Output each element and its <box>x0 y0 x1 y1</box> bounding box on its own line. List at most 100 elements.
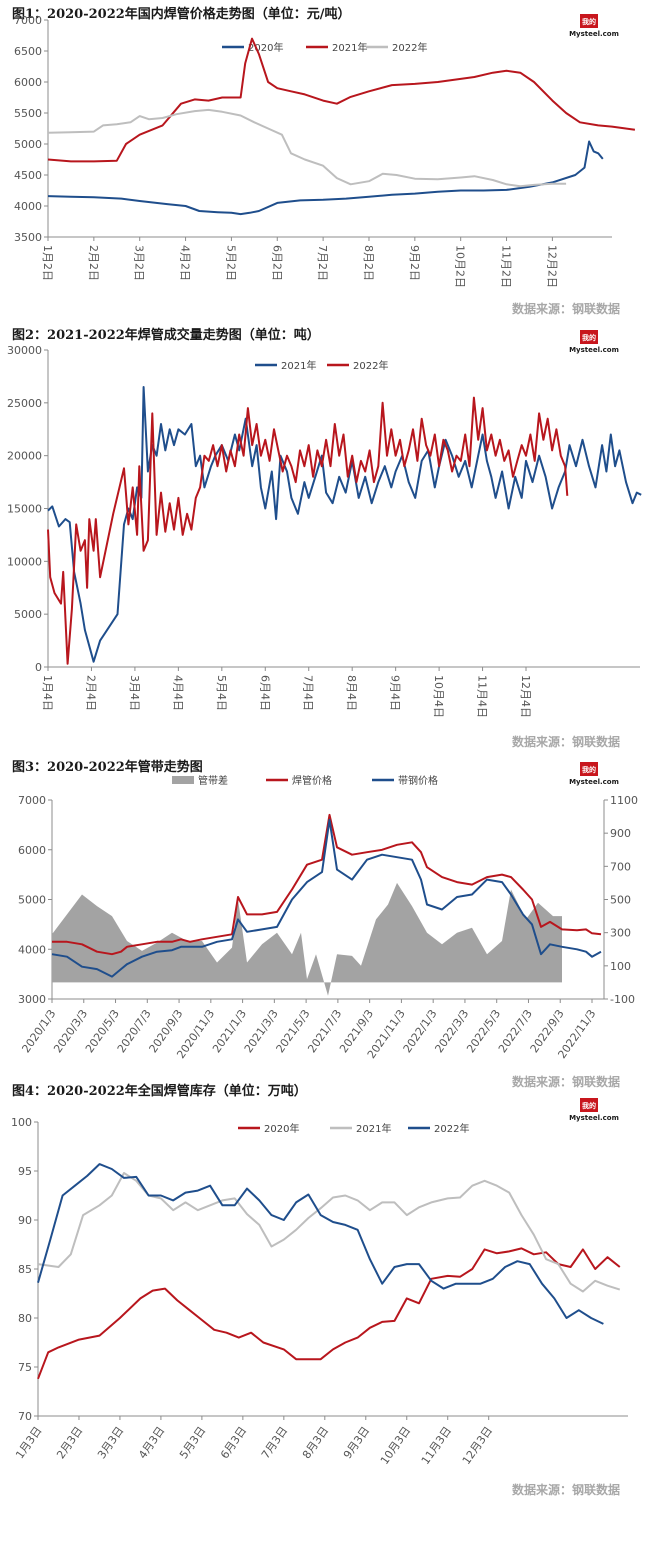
x-tick-label: 2月2日 <box>87 245 100 281</box>
y-tick-label: 5500 <box>14 107 42 120</box>
x-tick-label: 12月4日 <box>519 675 532 718</box>
x-tick-label: 7月3日 <box>259 1424 290 1461</box>
y-tick-label: 6500 <box>14 45 42 58</box>
svg-text:我的: 我的 <box>582 17 596 26</box>
x-tick-label: 1月2日 <box>41 245 54 281</box>
x-tick-label: 10月4日 <box>432 675 445 718</box>
legend-label: 2022年 <box>353 359 388 372</box>
source-note: 数据来源：钢联数据 <box>512 301 620 316</box>
y-tick-label: 25000 <box>7 397 42 410</box>
y2-tick-label: 100 <box>610 960 631 973</box>
mysteel-logo: 我的 Mysteel.com <box>569 14 619 38</box>
x-tick-label: 10月2日 <box>454 245 467 288</box>
source-note: 数据来源：钢联数据 <box>512 1482 620 1497</box>
legend-label: 2022年 <box>434 1122 469 1135</box>
x-tick-label: 9月2日 <box>408 245 421 281</box>
svg-text:Mysteel.com: Mysteel.com <box>569 30 619 38</box>
legend-label: 管带差 <box>198 774 228 787</box>
y-tick-label: 7000 <box>14 14 42 27</box>
mysteel-logo: 我的 Mysteel.com <box>569 330 619 354</box>
y-tick-label: 0 <box>35 661 42 674</box>
series-line-1 <box>47 386 642 663</box>
x-tick-label: 1月3日 <box>13 1424 44 1461</box>
x-tick-label: 11月2日 <box>500 245 513 288</box>
x-tick-label: 1月4日 <box>41 675 54 711</box>
x-tick-label: 5月4日 <box>215 675 228 711</box>
x-tick-label: 3月2日 <box>133 245 146 281</box>
y-tick-label: 20000 <box>7 450 42 463</box>
x-tick-label: 2月3日 <box>54 1424 85 1461</box>
y-tick-label: 4000 <box>18 943 46 956</box>
series-area-1 <box>52 882 562 996</box>
svg-text:我的: 我的 <box>582 333 596 342</box>
y-tick-label: 3000 <box>18 993 46 1006</box>
x-tick-label: 8月3日 <box>300 1424 331 1461</box>
x-tick-label: 4月3日 <box>136 1424 167 1461</box>
y-tick-label: 85 <box>18 1263 32 1276</box>
legend-swatch <box>172 776 194 784</box>
y-tick-label: 4500 <box>14 169 42 182</box>
series-line-1 <box>47 140 604 216</box>
y-tick-label: 75 <box>18 1361 32 1374</box>
legend-label: 2021年 <box>332 41 367 54</box>
series-line-2 <box>52 813 602 956</box>
y-tick-label: 95 <box>18 1165 32 1178</box>
x-tick-label: 10月3日 <box>378 1424 413 1467</box>
x-tick-label: 2月4日 <box>84 675 97 711</box>
series-line-3 <box>51 818 602 978</box>
y-tick-label: 80 <box>18 1312 32 1325</box>
x-tick-label: 12月2日 <box>545 245 558 288</box>
series-line-2 <box>47 396 569 665</box>
x-tick-label: 4月4日 <box>171 675 184 711</box>
y2-tick-label: 900 <box>610 827 631 840</box>
chart-title: 图4：2020-2022年全国焊管库存（单位：万吨） <box>12 1083 307 1099</box>
y2-tick-label: 1100 <box>610 794 638 807</box>
y-tick-label: 5000 <box>14 138 42 151</box>
y-tick-label: 5000 <box>14 608 42 621</box>
legend-label: 焊管价格 <box>292 774 332 787</box>
y2-tick-label: 300 <box>610 927 631 940</box>
x-tick-label: 11月3日 <box>419 1424 454 1467</box>
x-tick-label: 4月2日 <box>179 245 192 281</box>
x-tick-label: 7月4日 <box>302 675 315 711</box>
svg-text:Mysteel.com: Mysteel.com <box>569 778 619 786</box>
x-tick-label: 3月4日 <box>128 675 141 711</box>
x-tick-label: 6月4日 <box>258 675 271 711</box>
y-tick-label: 3500 <box>14 231 42 244</box>
legend-label: 2021年 <box>356 1122 391 1135</box>
chart-title: 图1：2020-2022年国内焊管价格走势图（单位：元/吨） <box>12 6 351 22</box>
y-tick-label: 5000 <box>18 894 46 907</box>
y2-tick-label: 700 <box>610 860 631 873</box>
legend-label: 2020年 <box>264 1122 299 1135</box>
svg-text:Mysteel.com: Mysteel.com <box>569 1114 619 1122</box>
y-tick-label: 6000 <box>18 844 46 857</box>
legend-label: 带钢价格 <box>398 774 438 787</box>
x-tick-label: 11月4日 <box>476 675 489 718</box>
series-line-1 <box>37 1247 621 1380</box>
svg-text:Mysteel.com: Mysteel.com <box>569 346 619 354</box>
y-tick-label: 100 <box>11 1116 32 1129</box>
mysteel-logo: 我的 Mysteel.com <box>569 1098 619 1122</box>
y-tick-label: 15000 <box>7 503 42 516</box>
y2-tick-label: 500 <box>610 894 631 907</box>
chart-title: 图2：2021-2022年焊管成交量走势图（单位：吨） <box>12 327 320 343</box>
chart-title: 图3：2020-2022年管带走势图 <box>12 759 203 775</box>
legend-label: 2021年 <box>281 359 316 372</box>
series-line-3 <box>37 1163 604 1325</box>
x-tick-label: 6月3日 <box>218 1424 249 1461</box>
y-tick-label: 30000 <box>7 344 42 357</box>
chart-2: 图2：2021-2022年焊管成交量走势图（单位：吨） 我的 Mysteel.com… <box>7 327 642 749</box>
legend-label: 2022年 <box>392 41 427 54</box>
svg-text:我的: 我的 <box>582 1101 596 1110</box>
y-tick-label: 10000 <box>7 555 42 568</box>
x-tick-label: 6月2日 <box>270 245 283 281</box>
y-tick-label: 6000 <box>14 76 42 89</box>
x-tick-label: 3月3日 <box>95 1424 126 1461</box>
series-line-3 <box>47 108 567 188</box>
x-tick-label: 7月2日 <box>316 245 329 281</box>
chart-3: 图3：2020-2022年管带走势图 我的 Mysteel.com 3000 4000 5… <box>12 759 638 1089</box>
svg-text:我的: 我的 <box>582 765 596 774</box>
y-tick-label: 70 <box>18 1410 32 1423</box>
chart-1: 图1：2020-2022年国内焊管价格走势图（单位：元/吨） 我的 Mysteel.… <box>12 6 636 316</box>
